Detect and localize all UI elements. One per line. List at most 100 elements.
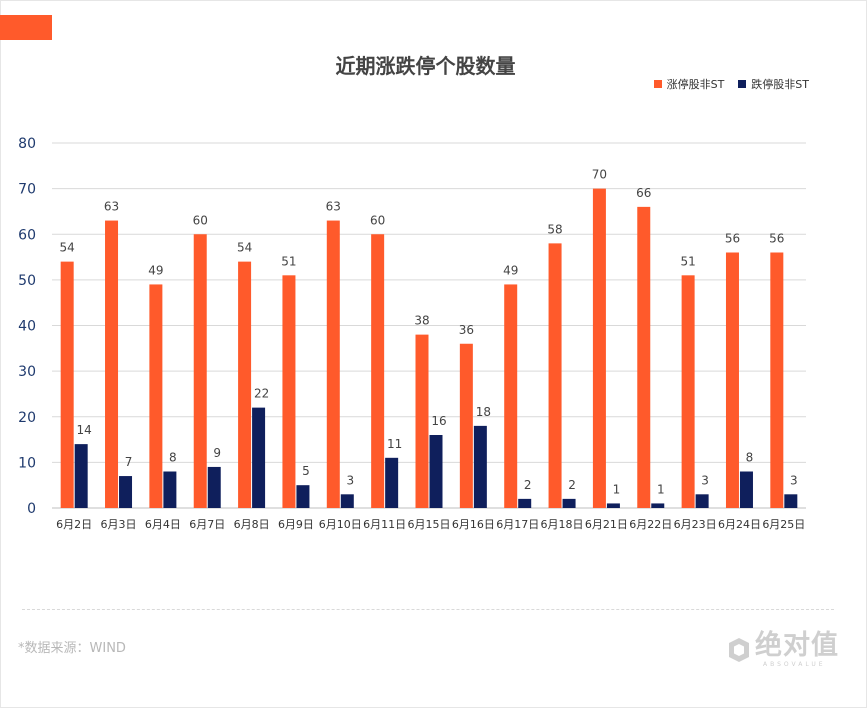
- bar-limit-up: [60, 261, 74, 508]
- data-label: 56: [725, 232, 740, 246]
- data-label: 54: [237, 241, 252, 255]
- data-label: 60: [370, 213, 385, 227]
- x-tick-label: 6月16日: [452, 518, 495, 531]
- data-label: 11: [387, 437, 402, 451]
- data-label: 36: [459, 323, 474, 337]
- legend-item-limit-down: 跌停股非ST: [738, 76, 809, 92]
- data-label: 1: [657, 482, 665, 496]
- x-tick-label: 6月21日: [585, 518, 628, 531]
- y-tick-label: 30: [18, 364, 36, 380]
- footer-divider: [22, 609, 834, 610]
- x-tick-label: 6月10日: [319, 518, 362, 531]
- data-label: 3: [701, 473, 709, 487]
- y-tick-label: 70: [18, 182, 36, 198]
- bar-limit-down: [296, 485, 310, 508]
- bar-chart: 0 10 20 30 40 50 60 70 80 6月2日 54 14 6月3日 63 7 6月4日 49 8 6…: [18, 136, 806, 531]
- bar-limit-down: [695, 494, 709, 508]
- x-tick-label: 6月25日: [762, 518, 805, 531]
- legend-label-limit-up: 涨停股非ST: [666, 78, 725, 91]
- data-source-note: *数据来源：WIND: [18, 641, 126, 656]
- x-tick-label: 6月8日: [234, 518, 270, 531]
- data-label: 9: [213, 446, 221, 460]
- bar-limit-up: [637, 206, 651, 508]
- x-tick-label: 6月17日: [496, 518, 539, 531]
- y-tick-label: 50: [18, 273, 36, 289]
- bar-limit-up: [326, 220, 340, 508]
- y-tick-label: 20: [18, 410, 36, 426]
- brand-cube-icon: [729, 637, 749, 662]
- bar-limit-down: [784, 494, 798, 508]
- data-label: 22: [254, 387, 269, 401]
- brand-subtitle: ABSOVALUE: [763, 661, 826, 668]
- data-label: 60: [193, 213, 208, 227]
- brand-text: 绝对值 ABSOVALUE: [755, 630, 839, 669]
- data-label: 38: [414, 314, 429, 328]
- data-label: 63: [326, 200, 341, 214]
- y-tick-label: 40: [18, 319, 36, 335]
- y-tick-label: 80: [18, 136, 36, 152]
- bar-limit-down: [119, 476, 133, 508]
- data-label: 63: [104, 200, 119, 214]
- legend-swatch-limit-up: [653, 80, 662, 88]
- bar-limit-down: [562, 498, 576, 508]
- data-label: 56: [769, 232, 784, 246]
- bar-limit-up: [548, 243, 562, 508]
- bar-limit-up: [371, 234, 385, 508]
- data-label: 49: [503, 263, 518, 277]
- y-tick-label: 60: [18, 227, 36, 243]
- bar-limit-down: [252, 407, 266, 508]
- bar-limit-up: [592, 188, 606, 508]
- bar-limit-up: [770, 252, 784, 508]
- bar-limit-down: [385, 457, 399, 508]
- data-label: 5: [302, 464, 310, 478]
- data-label: 1: [613, 482, 621, 496]
- bar-limit-up: [681, 275, 695, 508]
- bar-limit-down: [518, 498, 532, 508]
- accent-bar: [0, 15, 52, 40]
- data-label: 8: [746, 451, 754, 465]
- bar-limit-down: [473, 425, 487, 508]
- data-label: 51: [281, 254, 296, 268]
- x-tick-label: 6月2日: [56, 518, 92, 531]
- data-label: 2: [568, 478, 576, 492]
- chart-title: 近期涨跌停个股数量: [335, 54, 516, 78]
- data-label: 49: [148, 263, 163, 277]
- data-label: 70: [592, 168, 607, 182]
- bar-limit-up: [105, 220, 119, 508]
- bar-limit-up: [238, 261, 252, 508]
- bar-limit-down: [651, 503, 665, 508]
- data-label: 3: [790, 473, 798, 487]
- y-tick-label: 0: [27, 501, 36, 517]
- x-tick-label: 6月3日: [101, 518, 137, 531]
- data-label: 3: [346, 473, 354, 487]
- bar-limit-up: [415, 334, 429, 508]
- bar-limit-up: [282, 275, 296, 508]
- x-tick-label: 6月4日: [145, 518, 181, 531]
- x-tick-label: 6月11日: [363, 518, 406, 531]
- bar-limit-down: [340, 494, 354, 508]
- data-label: 54: [60, 241, 75, 255]
- x-tick-label: 6月22日: [629, 518, 672, 531]
- bar-limit-up: [459, 343, 473, 508]
- bar-limit-down: [429, 435, 443, 508]
- legend-swatch-limit-down: [738, 80, 747, 88]
- x-tick-label: 6月7日: [189, 518, 225, 531]
- bar-limit-down: [739, 471, 753, 508]
- brand-logo: 绝对值 ABSOVALUE: [727, 631, 839, 668]
- data-label: 51: [680, 254, 695, 268]
- data-label: 2: [524, 478, 532, 492]
- legend: 涨停股非ST 跌停股非ST: [653, 76, 809, 92]
- bar-limit-up: [504, 284, 518, 508]
- brand-name: 绝对值: [755, 630, 839, 661]
- data-label: 7: [125, 455, 133, 469]
- data-label: 58: [547, 222, 562, 236]
- x-tick-label: 6月23日: [674, 518, 717, 531]
- bar-limit-up: [725, 252, 739, 508]
- bar-limit-down: [207, 466, 221, 508]
- legend-item-limit-up: 涨停股非ST: [653, 76, 725, 92]
- data-label: 18: [476, 405, 491, 419]
- bar-limit-up: [193, 234, 207, 508]
- bar-limit-up: [149, 284, 163, 508]
- bar-limit-down: [606, 503, 620, 508]
- x-tick-label: 6月18日: [541, 518, 584, 531]
